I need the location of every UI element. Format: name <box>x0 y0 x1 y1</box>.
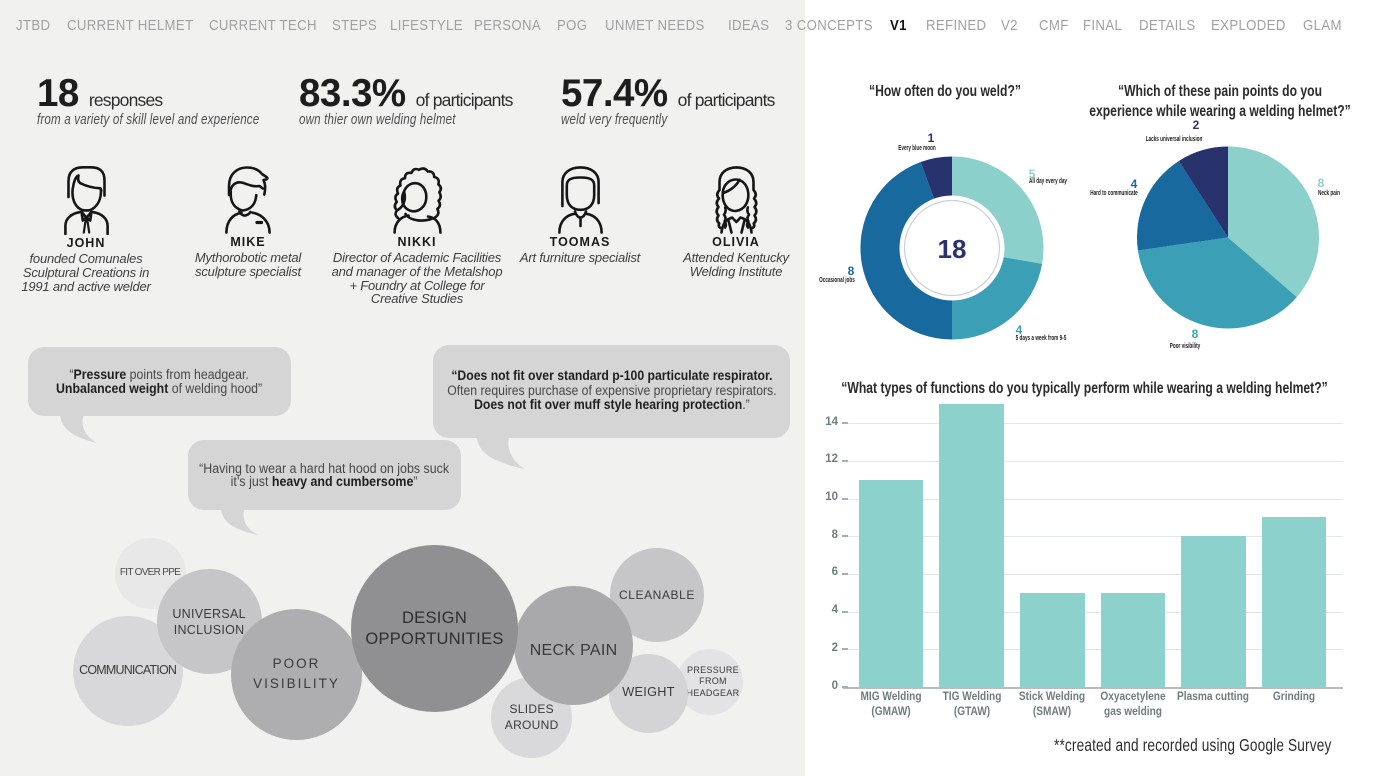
svg-text:18: 18 <box>938 234 967 264</box>
